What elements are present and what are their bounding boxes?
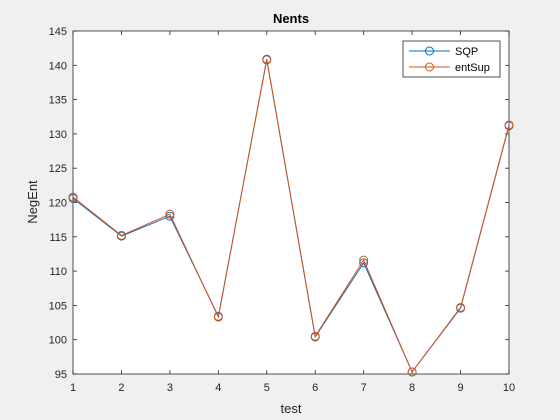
y-tick-label: 100 bbox=[49, 335, 67, 347]
legend-marker-entsup bbox=[425, 62, 434, 72]
data-point-entsup bbox=[310, 331, 320, 341]
data-point-entsup bbox=[116, 230, 126, 240]
y-tick-label: 145 bbox=[49, 26, 67, 38]
x-tick-label: 8 bbox=[409, 382, 415, 394]
chart-title: Nents bbox=[273, 11, 309, 26]
series-entsup bbox=[68, 54, 514, 377]
series-line-entsup bbox=[72, 59, 510, 373]
x-tick-label: 5 bbox=[264, 382, 270, 394]
y-tick-label: 120 bbox=[49, 198, 67, 210]
x-tick-label: 3 bbox=[167, 382, 173, 394]
data-point-entsup bbox=[456, 302, 466, 312]
data-point-entsup bbox=[213, 312, 223, 322]
legend: SQP entSup bbox=[402, 40, 501, 78]
x-tick-label: 6 bbox=[312, 382, 318, 394]
y-tick-label: 110 bbox=[49, 266, 67, 278]
x-tick-label: 7 bbox=[361, 382, 367, 394]
data-point-entsup bbox=[359, 255, 369, 265]
data-point-entsup bbox=[407, 367, 417, 377]
legend-label-sqp: SQP bbox=[455, 46, 478, 58]
x-tick-label: 1 bbox=[70, 382, 76, 394]
x-axis-label: test bbox=[281, 401, 302, 416]
data-point-entsup bbox=[68, 192, 78, 202]
y-tick-label: 105 bbox=[49, 300, 67, 312]
data-point-entsup bbox=[504, 120, 514, 130]
y-tick-label: 140 bbox=[49, 60, 67, 72]
data-point-entsup bbox=[262, 54, 272, 64]
data-point-sqp bbox=[359, 258, 369, 268]
y-tick-label: 125 bbox=[49, 163, 67, 175]
legend-box bbox=[402, 40, 501, 78]
x-tick-label: 4 bbox=[215, 382, 221, 394]
plot-area bbox=[72, 30, 510, 375]
y-tick-label: 130 bbox=[49, 129, 67, 141]
x-tick-label: 10 bbox=[503, 382, 515, 394]
y-axis-label: NegEnt bbox=[25, 180, 40, 224]
y-tick-label: 115 bbox=[49, 232, 67, 244]
data-point-entsup bbox=[165, 209, 175, 219]
x-tick-label: 9 bbox=[457, 382, 463, 394]
ticks-layer: 1 2 3 4 5 6 7 8 9 10 95 100 105 110 115 120 125 130 135 140… bbox=[49, 26, 515, 394]
legend-marker-sqp bbox=[425, 46, 434, 56]
y-tick-label: 95 bbox=[55, 369, 67, 381]
y-tick-label: 135 bbox=[49, 95, 67, 107]
legend-label-entsup: entSup bbox=[455, 62, 490, 74]
series-layer bbox=[68, 54, 514, 377]
x-tick-label: 2 bbox=[118, 382, 124, 394]
